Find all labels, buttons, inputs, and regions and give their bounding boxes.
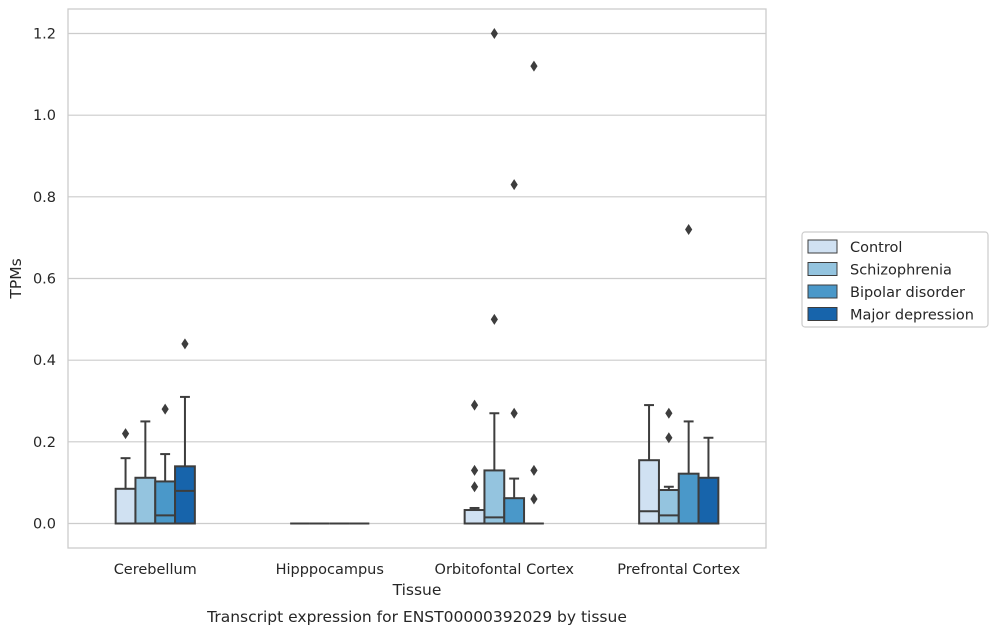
box xyxy=(524,60,544,525)
box-body xyxy=(154,480,177,525)
box-series-layer xyxy=(114,28,720,525)
outlier-point xyxy=(161,403,169,415)
y-tick-label: 0.2 xyxy=(33,435,56,451)
box-body xyxy=(134,476,157,525)
outlier-point xyxy=(510,179,518,191)
y-tick-label: 0.0 xyxy=(33,517,56,533)
legend-label: Bipolar disorder xyxy=(850,285,965,301)
legend-swatch xyxy=(807,284,838,299)
x-tick-label: Prefrontal Cortex xyxy=(617,562,740,578)
outlier-point xyxy=(121,428,130,440)
legend-swatch xyxy=(807,307,838,321)
legend-box xyxy=(801,231,989,328)
box xyxy=(697,436,720,525)
legend-swatch xyxy=(807,262,838,276)
box xyxy=(174,338,196,525)
legend: Control Schizophrenia Bipolar disorder Majo… xyxy=(801,231,989,328)
outlier-point xyxy=(490,313,498,325)
x-tick-label: Hipppocampus xyxy=(276,562,384,578)
outlier-point xyxy=(665,432,673,444)
legend-label: Major depression xyxy=(850,308,974,324)
box-body xyxy=(657,489,680,525)
y-tick-labels: 0.0 0.2 0.4 0.6 0.8 1.0 1.2 xyxy=(33,27,56,533)
y-tick-label: 0.8 xyxy=(33,190,56,206)
box xyxy=(677,224,700,525)
box-body xyxy=(483,469,506,525)
legend-swatch xyxy=(807,239,838,254)
legend-label: Control xyxy=(850,240,902,256)
outlier-point xyxy=(530,60,538,72)
x-tick-label: Cerebellum xyxy=(114,562,197,578)
outlier-point xyxy=(470,399,479,411)
outlier-point xyxy=(181,338,189,350)
outlier-point xyxy=(490,28,498,39)
series-schizophrenia xyxy=(134,28,680,525)
outlier-point xyxy=(510,407,518,419)
box xyxy=(114,428,137,525)
outlier-point xyxy=(470,481,479,493)
x-tick-labels: Cerebellum Hipppocampus Orbitofontal Corte… xyxy=(114,562,741,578)
box-body xyxy=(697,476,720,525)
y-tick-label: 1.0 xyxy=(33,108,56,124)
series-bipolar-disorder xyxy=(154,179,700,525)
gridlines xyxy=(68,32,766,525)
box-body xyxy=(677,472,700,525)
box-body xyxy=(174,465,196,525)
y-tick-label: 0.6 xyxy=(33,272,56,288)
box xyxy=(503,179,526,525)
outlier-point xyxy=(530,464,538,476)
outlier-point xyxy=(685,224,693,235)
plot-frame xyxy=(67,8,767,549)
box xyxy=(638,404,660,525)
box-body xyxy=(503,497,526,525)
outlier-point xyxy=(470,464,479,476)
outlier-point xyxy=(665,407,673,419)
series-major-depression xyxy=(174,60,720,525)
box xyxy=(134,420,157,525)
box xyxy=(154,403,177,525)
y-axis-label: TPMs xyxy=(7,258,25,299)
y-tick-label: 0.4 xyxy=(33,353,56,369)
box-body xyxy=(114,487,137,525)
chart-caption: Transcript expression for ENST0000039202… xyxy=(206,608,627,626)
box xyxy=(463,399,486,525)
x-axis-label: Tissue xyxy=(392,581,442,599)
outlier-point xyxy=(530,493,538,505)
legend-label: Schizophrenia xyxy=(850,263,952,279)
y-tick-label: 1.2 xyxy=(33,27,56,43)
box-body xyxy=(638,459,660,525)
box xyxy=(483,28,506,525)
series-control xyxy=(114,399,660,525)
box-body xyxy=(463,509,486,525)
x-tick-label: Orbitofontal Cortex xyxy=(435,562,575,578)
box xyxy=(657,407,680,525)
